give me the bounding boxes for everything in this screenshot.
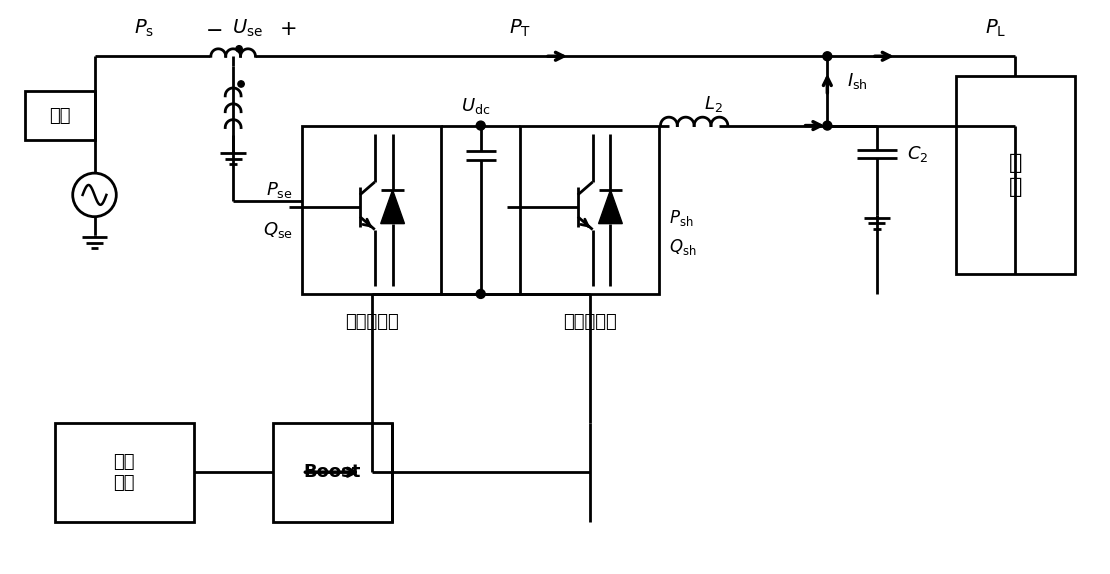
Bar xyxy=(26,91,94,141)
Circle shape xyxy=(476,289,485,298)
Text: 串联变换器: 串联变换器 xyxy=(345,313,398,331)
Polygon shape xyxy=(381,190,404,224)
Circle shape xyxy=(823,52,831,61)
Text: $Q_{\rm se}$: $Q_{\rm se}$ xyxy=(263,220,293,240)
Circle shape xyxy=(238,81,244,87)
Text: $U_{\rm dc}$: $U_{\rm dc}$ xyxy=(461,96,491,116)
Text: 光伏
电池: 光伏 电池 xyxy=(113,453,135,491)
Text: Boost: Boost xyxy=(303,463,361,481)
Circle shape xyxy=(236,46,242,52)
Text: 电网: 电网 xyxy=(49,107,71,125)
Text: $-$: $-$ xyxy=(204,18,222,38)
Bar xyxy=(54,422,193,522)
Text: 并联变换器: 并联变换器 xyxy=(563,313,616,331)
Bar xyxy=(521,126,659,294)
Text: $U_{\rm se}$: $U_{\rm se}$ xyxy=(232,18,263,39)
Text: $C_{\rm 2}$: $C_{\rm 2}$ xyxy=(907,144,928,164)
Bar xyxy=(302,126,441,294)
Text: 负
载: 负 载 xyxy=(1009,153,1022,197)
Bar xyxy=(273,422,392,522)
Circle shape xyxy=(476,121,485,130)
Text: $P_{\rm L}$: $P_{\rm L}$ xyxy=(985,18,1007,39)
Polygon shape xyxy=(598,190,623,224)
Text: $Q_{\rm sh}$: $Q_{\rm sh}$ xyxy=(669,237,696,257)
Text: $P_{\rm T}$: $P_{\rm T}$ xyxy=(509,18,532,39)
Text: $L_{\rm 2}$: $L_{\rm 2}$ xyxy=(704,94,723,114)
Text: $P_{\rm se}$: $P_{\rm se}$ xyxy=(266,180,293,200)
Circle shape xyxy=(823,121,831,130)
Text: $P_{\rm s}$: $P_{\rm s}$ xyxy=(134,18,154,39)
Bar xyxy=(956,76,1074,274)
Text: $P_{\rm sh}$: $P_{\rm sh}$ xyxy=(669,208,694,228)
Text: $I_{\rm sh}$: $I_{\rm sh}$ xyxy=(847,71,868,91)
Text: $+$: $+$ xyxy=(279,18,296,38)
